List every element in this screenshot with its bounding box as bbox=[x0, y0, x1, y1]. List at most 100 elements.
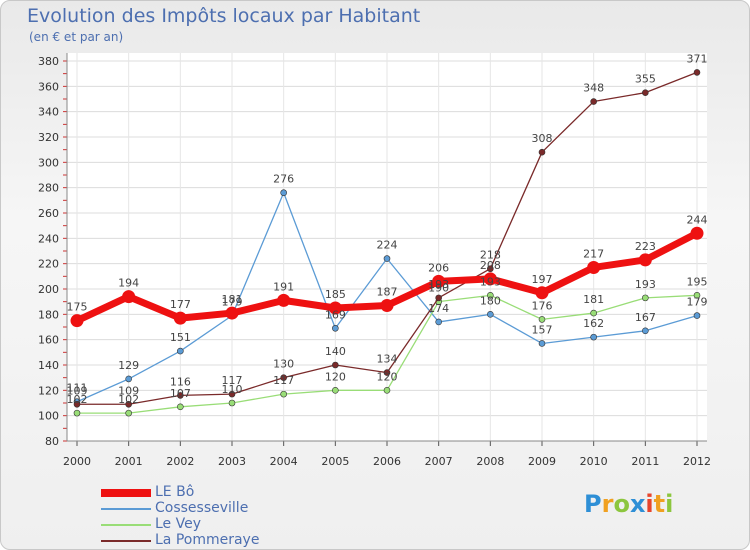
y-tick-label: 100 bbox=[38, 410, 59, 423]
logo-letter: r bbox=[601, 490, 614, 518]
y-tick-label: 360 bbox=[38, 80, 59, 93]
data-label: 157 bbox=[532, 323, 553, 336]
legend-label: Cossesseville bbox=[155, 500, 249, 516]
data-label: 176 bbox=[532, 299, 553, 312]
logo-letter: x bbox=[629, 490, 646, 518]
data-point bbox=[642, 89, 649, 96]
data-point bbox=[125, 409, 132, 417]
y-tick-label: 140 bbox=[38, 359, 59, 372]
x-tick-label: 2002 bbox=[166, 455, 194, 468]
data-label: 120 bbox=[325, 370, 346, 383]
x-tick-label: 2003 bbox=[218, 455, 246, 468]
data-label: 187 bbox=[377, 285, 398, 298]
x-tick-label: 2005 bbox=[321, 455, 349, 468]
y-tick-label: 260 bbox=[38, 207, 59, 220]
data-point bbox=[277, 293, 291, 307]
data-label: 151 bbox=[170, 331, 191, 344]
data-point bbox=[383, 387, 391, 394]
data-point bbox=[332, 324, 339, 332]
logo-letter: t bbox=[653, 490, 666, 518]
data-label: 109 bbox=[67, 384, 88, 397]
data-label: 169 bbox=[325, 308, 346, 321]
data-label: 111 bbox=[67, 382, 88, 395]
data-label: 130 bbox=[273, 358, 294, 371]
data-point bbox=[383, 369, 391, 376]
data-label: 276 bbox=[273, 173, 294, 186]
data-label: 181 bbox=[583, 293, 604, 306]
data-point bbox=[693, 69, 701, 76]
x-tick-label: 2009 bbox=[528, 455, 556, 468]
data-label: 244 bbox=[687, 213, 708, 226]
data-point bbox=[228, 399, 236, 407]
data-point bbox=[332, 361, 339, 369]
logo-letter: i bbox=[645, 490, 654, 518]
y-tick-label: 180 bbox=[38, 308, 59, 321]
x-tick-label: 2008 bbox=[476, 455, 504, 468]
data-point bbox=[487, 265, 494, 273]
data-label: 116 bbox=[170, 375, 191, 388]
data-label: 117 bbox=[273, 374, 294, 387]
data-label: 371 bbox=[687, 52, 708, 65]
data-label: 191 bbox=[273, 280, 294, 293]
data-point bbox=[380, 298, 394, 312]
data-point bbox=[435, 294, 442, 302]
x-tick-label: 2012 bbox=[683, 455, 711, 468]
data-point bbox=[642, 327, 649, 335]
y-tick-label: 200 bbox=[38, 283, 59, 296]
data-point bbox=[280, 390, 287, 398]
proxiti-logo: Proxiti bbox=[584, 490, 673, 518]
data-point bbox=[173, 311, 187, 325]
data-label: 217 bbox=[583, 247, 604, 260]
data-label: 102 bbox=[67, 393, 88, 406]
data-point bbox=[590, 309, 597, 317]
y-tick-label: 280 bbox=[38, 182, 59, 195]
y-tick-label: 300 bbox=[38, 156, 59, 169]
data-point bbox=[432, 274, 446, 288]
x-tick-label: 2006 bbox=[373, 455, 401, 468]
data-label: 224 bbox=[377, 239, 398, 252]
data-point bbox=[538, 148, 546, 156]
data-point bbox=[638, 253, 652, 267]
x-tick-label: 2000 bbox=[63, 455, 91, 468]
data-point bbox=[177, 347, 184, 355]
data-point bbox=[693, 312, 701, 319]
data-label: 179 bbox=[222, 296, 243, 309]
data-label: 181 bbox=[222, 293, 243, 306]
y-tick-label: 220 bbox=[38, 258, 59, 271]
chart-title: Evolution des Impôts locaux par Habitant bbox=[27, 5, 421, 27]
data-label: 117 bbox=[222, 374, 243, 387]
data-label: 348 bbox=[583, 82, 604, 95]
data-point bbox=[228, 390, 236, 398]
legend-swatch bbox=[101, 524, 151, 526]
y-tick-label: 240 bbox=[38, 232, 59, 245]
data-label: 180 bbox=[480, 294, 501, 307]
data-label: 177 bbox=[170, 298, 191, 311]
data-point bbox=[177, 392, 184, 399]
data-label: 110 bbox=[222, 383, 243, 396]
data-label: 308 bbox=[532, 132, 553, 145]
logo-letter: P bbox=[584, 490, 602, 518]
data-point bbox=[332, 387, 339, 394]
legend-swatch bbox=[101, 540, 151, 542]
data-label: 197 bbox=[532, 273, 553, 286]
data-point bbox=[383, 255, 391, 262]
data-label: 193 bbox=[480, 275, 501, 288]
y-tick-label: 120 bbox=[38, 384, 59, 397]
x-tick-label: 2011 bbox=[631, 455, 659, 468]
x-tick-label: 2004 bbox=[270, 455, 298, 468]
data-label: 175 bbox=[67, 301, 88, 314]
data-label: 223 bbox=[635, 240, 656, 253]
data-label: 190 bbox=[428, 282, 449, 295]
data-point bbox=[280, 374, 287, 381]
data-point bbox=[587, 260, 601, 274]
data-point bbox=[693, 292, 701, 299]
data-label: 193 bbox=[635, 278, 656, 291]
data-label: 109 bbox=[118, 384, 139, 397]
data-point bbox=[177, 403, 184, 411]
data-point bbox=[590, 333, 597, 341]
data-point bbox=[535, 286, 549, 300]
data-point bbox=[590, 98, 597, 105]
x-tick-label: 2010 bbox=[580, 455, 608, 468]
y-tick-label: 320 bbox=[38, 131, 59, 144]
